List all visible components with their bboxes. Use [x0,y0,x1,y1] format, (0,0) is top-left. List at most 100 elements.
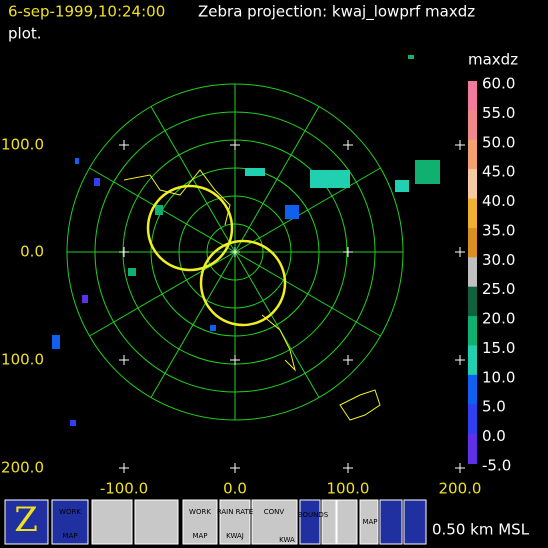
colorbar-segment [468,169,477,200]
colorbar-label: 0.0 [482,427,506,445]
map-overlay [123,169,381,421]
grid-cross [119,355,129,365]
colorbar-segment [468,316,477,347]
grid-cross [343,463,353,473]
x-tick-label: 200.0 [439,480,482,498]
echo [245,168,265,176]
echo [415,160,440,184]
echo [395,180,409,192]
echo [94,178,100,186]
grid-cross [119,463,129,473]
echo [82,295,88,303]
colorbar-label: 40.0 [482,192,515,210]
colorbar-label: 5.0 [482,398,506,416]
icon-label: WORK [59,508,81,516]
x-tick-label: 0.0 [223,480,247,498]
colorbar-segment [468,374,477,406]
icon-label: CONV [264,508,285,516]
colorbar-segment [468,110,477,141]
colorbar-segment [468,81,477,112]
y-tick-label: 200.0 [1,459,44,477]
colorbar-label: 55.0 [482,104,515,122]
tool-icon[interactable] [134,499,179,545]
colorbar-label: 35.0 [482,221,515,239]
x-tick-label: -100.0 [100,480,148,498]
grid-cross [230,247,240,257]
icon-sublabel: KWAJ [226,532,244,540]
grid-cross [343,247,353,257]
y-tick-label: 100.0 [1,136,44,154]
colorbar-segment [468,227,477,259]
colorbar-label: 15.0 [482,339,515,357]
grid-cross [455,463,465,473]
radar-plot: -100.0 0.0 100.0 200.0 100.0 0.0 100.0 200.0 [1,83,482,498]
colorbar-segment [468,286,477,318]
echo [75,158,79,164]
echo [310,170,350,188]
x-tick-label: 100.0 [327,480,370,498]
grid-cross [230,355,240,365]
colorbar-segment [468,257,477,288]
icon-sublabel: MAP [62,532,77,540]
grid-cross [455,247,465,257]
colorbar-label: 50.0 [482,133,515,151]
coastline [261,314,296,372]
grid-cross [455,355,465,365]
grid-cross [343,140,353,150]
icon-sublabel: MAP [192,532,207,540]
zebra-icon[interactable] [4,499,49,545]
timestamp: 6-sep-1999,10:24:00 [8,3,165,21]
tool-icon[interactable] [336,499,358,545]
icon-sublabel: KWA [279,536,295,544]
icon-label: RAIN RATE [217,508,253,516]
tool-icon[interactable] [403,499,427,545]
grid-cross [230,463,240,473]
icon-sublabel: MAP [362,518,377,526]
colorbar-segment [468,433,477,464]
colorbar-label: 10.0 [482,368,515,386]
colorbar-label: 45.0 [482,163,515,181]
colorbar-segment [468,139,477,171]
tool-icon[interactable] [91,499,133,545]
echo [155,205,163,215]
tool-icon[interactable] [51,499,89,545]
island [339,389,381,421]
tool-icon[interactable] [299,499,321,545]
coastline [123,169,231,226]
y-tick-label: 0.0 [20,243,44,261]
tool-icon[interactable] [359,499,379,545]
colorbar-segment [468,345,477,376]
grid-cross [343,355,353,365]
colorbar-label: 60.0 [482,75,515,93]
title-cont: plot. [8,25,42,43]
colorbar-label: 30.0 [482,251,515,269]
range-circle [146,184,234,272]
colorbar-label: 20.0 [482,310,515,328]
echo [52,335,60,349]
tool-icon[interactable] [251,499,298,545]
icon-label: BOUNDS [298,511,329,519]
echo [285,205,299,219]
status: 0.50 km MSL [432,521,530,539]
icon-label: WORK [189,508,211,516]
toolbar: Z WORK MAP WORK MAP RAIN RATE KWAJ CONV KWA BOUN… [4,499,427,545]
tool-icon[interactable] [182,499,218,545]
echo [210,325,216,331]
colorbar: 60.0 55.0 50.0 45.0 40.0 35.0 30.0 25.0 20.0 15.0… [468,75,515,475]
tool-icon[interactable] [379,499,403,545]
colorbar-segment [468,198,477,229]
echo [128,268,136,276]
echoes [52,55,440,426]
echo [408,55,414,59]
tool-icon[interactable] [219,499,251,545]
grid-cross [455,140,465,150]
colorbar-title: maxdz [468,51,518,69]
grid-cross [230,140,240,150]
zebra-logo: Z [14,500,38,540]
y-tick-label: 100.0 [1,351,44,369]
grid-cross [119,247,129,257]
title: Zebra projection: kwaj_lowprf maxdz [198,3,475,22]
grid-cross [119,140,129,150]
tool-icon[interactable] [321,499,337,545]
